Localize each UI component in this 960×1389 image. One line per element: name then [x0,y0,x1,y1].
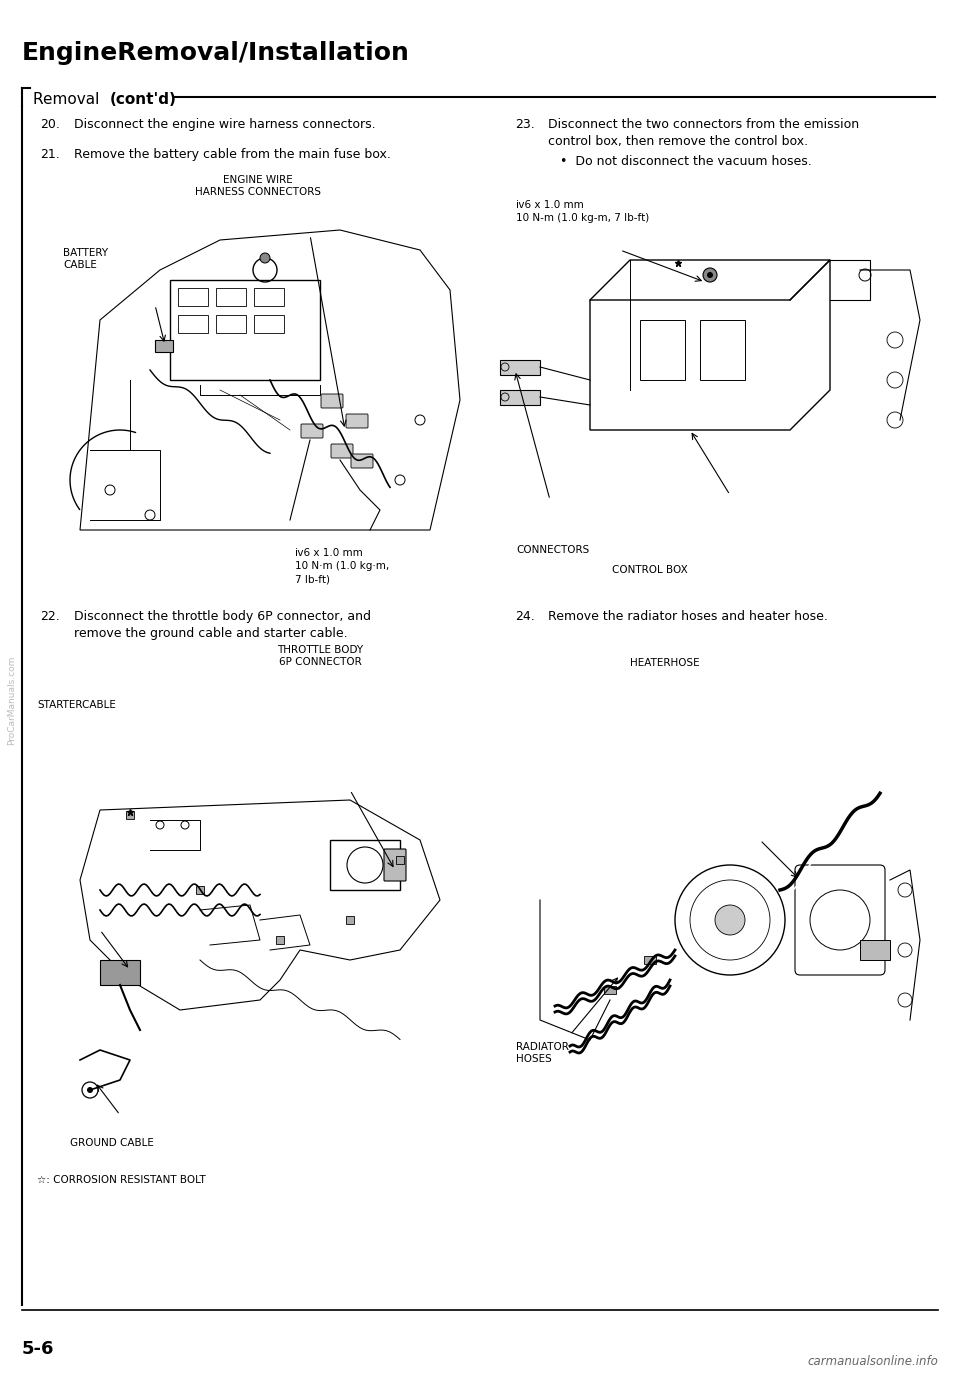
Polygon shape [500,360,540,375]
Text: remove the ground cable and starter cable.: remove the ground cable and starter cabl… [74,626,348,640]
Text: ⅳ6 x 1.0 mm
10 N-m (1.0 kg-m, 7 lb-ft): ⅳ6 x 1.0 mm 10 N-m (1.0 kg-m, 7 lb-ft) [516,200,649,224]
FancyBboxPatch shape [860,940,890,960]
Text: 20.: 20. [40,118,60,131]
Text: GROUND CABLE: GROUND CABLE [70,1138,154,1147]
Text: (cont'd): (cont'd) [110,93,177,107]
FancyBboxPatch shape [196,886,204,895]
Text: RADIATOR: RADIATOR [516,1042,569,1051]
Text: Remove the radiator hoses and heater hose.: Remove the radiator hoses and heater hos… [548,610,828,624]
Text: 21.: 21. [40,149,60,161]
FancyBboxPatch shape [331,444,353,458]
FancyBboxPatch shape [155,340,173,351]
Text: BATTERY: BATTERY [63,249,108,258]
Circle shape [715,906,745,935]
Circle shape [707,272,713,278]
Text: •  Do not disconnect the vacuum hoses.: • Do not disconnect the vacuum hoses. [560,156,812,168]
Text: Disconnect the engine wire harness connectors.: Disconnect the engine wire harness conne… [74,118,375,131]
Text: 22.: 22. [40,610,60,624]
FancyBboxPatch shape [321,394,343,408]
Text: HARNESS CONNECTORS: HARNESS CONNECTORS [195,188,321,197]
Text: 24.: 24. [515,610,535,624]
Text: ☆: CORROSION RESISTANT BOLT: ☆: CORROSION RESISTANT BOLT [37,1175,205,1185]
FancyBboxPatch shape [346,915,354,924]
Polygon shape [500,390,540,406]
Text: Disconnect the throttle body 6P connector, and: Disconnect the throttle body 6P connecto… [74,610,371,624]
FancyBboxPatch shape [346,414,368,428]
FancyBboxPatch shape [276,936,284,945]
Text: 6P CONNECTOR: 6P CONNECTOR [278,657,361,667]
Text: EngineRemoval/Installation: EngineRemoval/Installation [22,42,410,65]
FancyBboxPatch shape [396,856,404,864]
FancyBboxPatch shape [351,454,373,468]
Circle shape [87,1088,93,1093]
FancyBboxPatch shape [100,960,140,985]
FancyBboxPatch shape [604,986,616,995]
FancyBboxPatch shape [384,849,406,881]
Text: control box, then remove the control box.: control box, then remove the control box… [548,135,808,149]
Circle shape [260,253,270,263]
Text: 23.: 23. [515,118,535,131]
Text: CABLE: CABLE [63,260,97,269]
Text: THROTTLE BODY: THROTTLE BODY [276,644,363,656]
Text: carmanualsonline.info: carmanualsonline.info [807,1356,938,1368]
Text: Disconnect the two connectors from the emission: Disconnect the two connectors from the e… [548,118,859,131]
Text: STARTERCABLE: STARTERCABLE [37,700,116,710]
Text: ⅳ6 x 1.0 mm
10 N·m (1.0 kg·m,
7 lb-ft): ⅳ6 x 1.0 mm 10 N·m (1.0 kg·m, 7 lb-ft) [295,549,389,585]
Text: HEATERHOSE: HEATERHOSE [630,658,700,668]
Text: Remove the battery cable from the main fuse box.: Remove the battery cable from the main f… [74,149,391,161]
FancyBboxPatch shape [644,956,656,964]
Circle shape [703,268,717,282]
Text: CONNECTORS: CONNECTORS [516,544,589,556]
Text: 5-6: 5-6 [22,1340,55,1358]
Text: CONTROL BOX: CONTROL BOX [612,565,688,575]
Text: Removal: Removal [33,93,105,107]
FancyBboxPatch shape [301,424,323,438]
Text: ENGINE WIRE: ENGINE WIRE [223,175,293,185]
FancyBboxPatch shape [126,811,134,820]
Text: ProCarManuals.com: ProCarManuals.com [8,656,16,745]
Text: HOSES: HOSES [516,1054,552,1064]
